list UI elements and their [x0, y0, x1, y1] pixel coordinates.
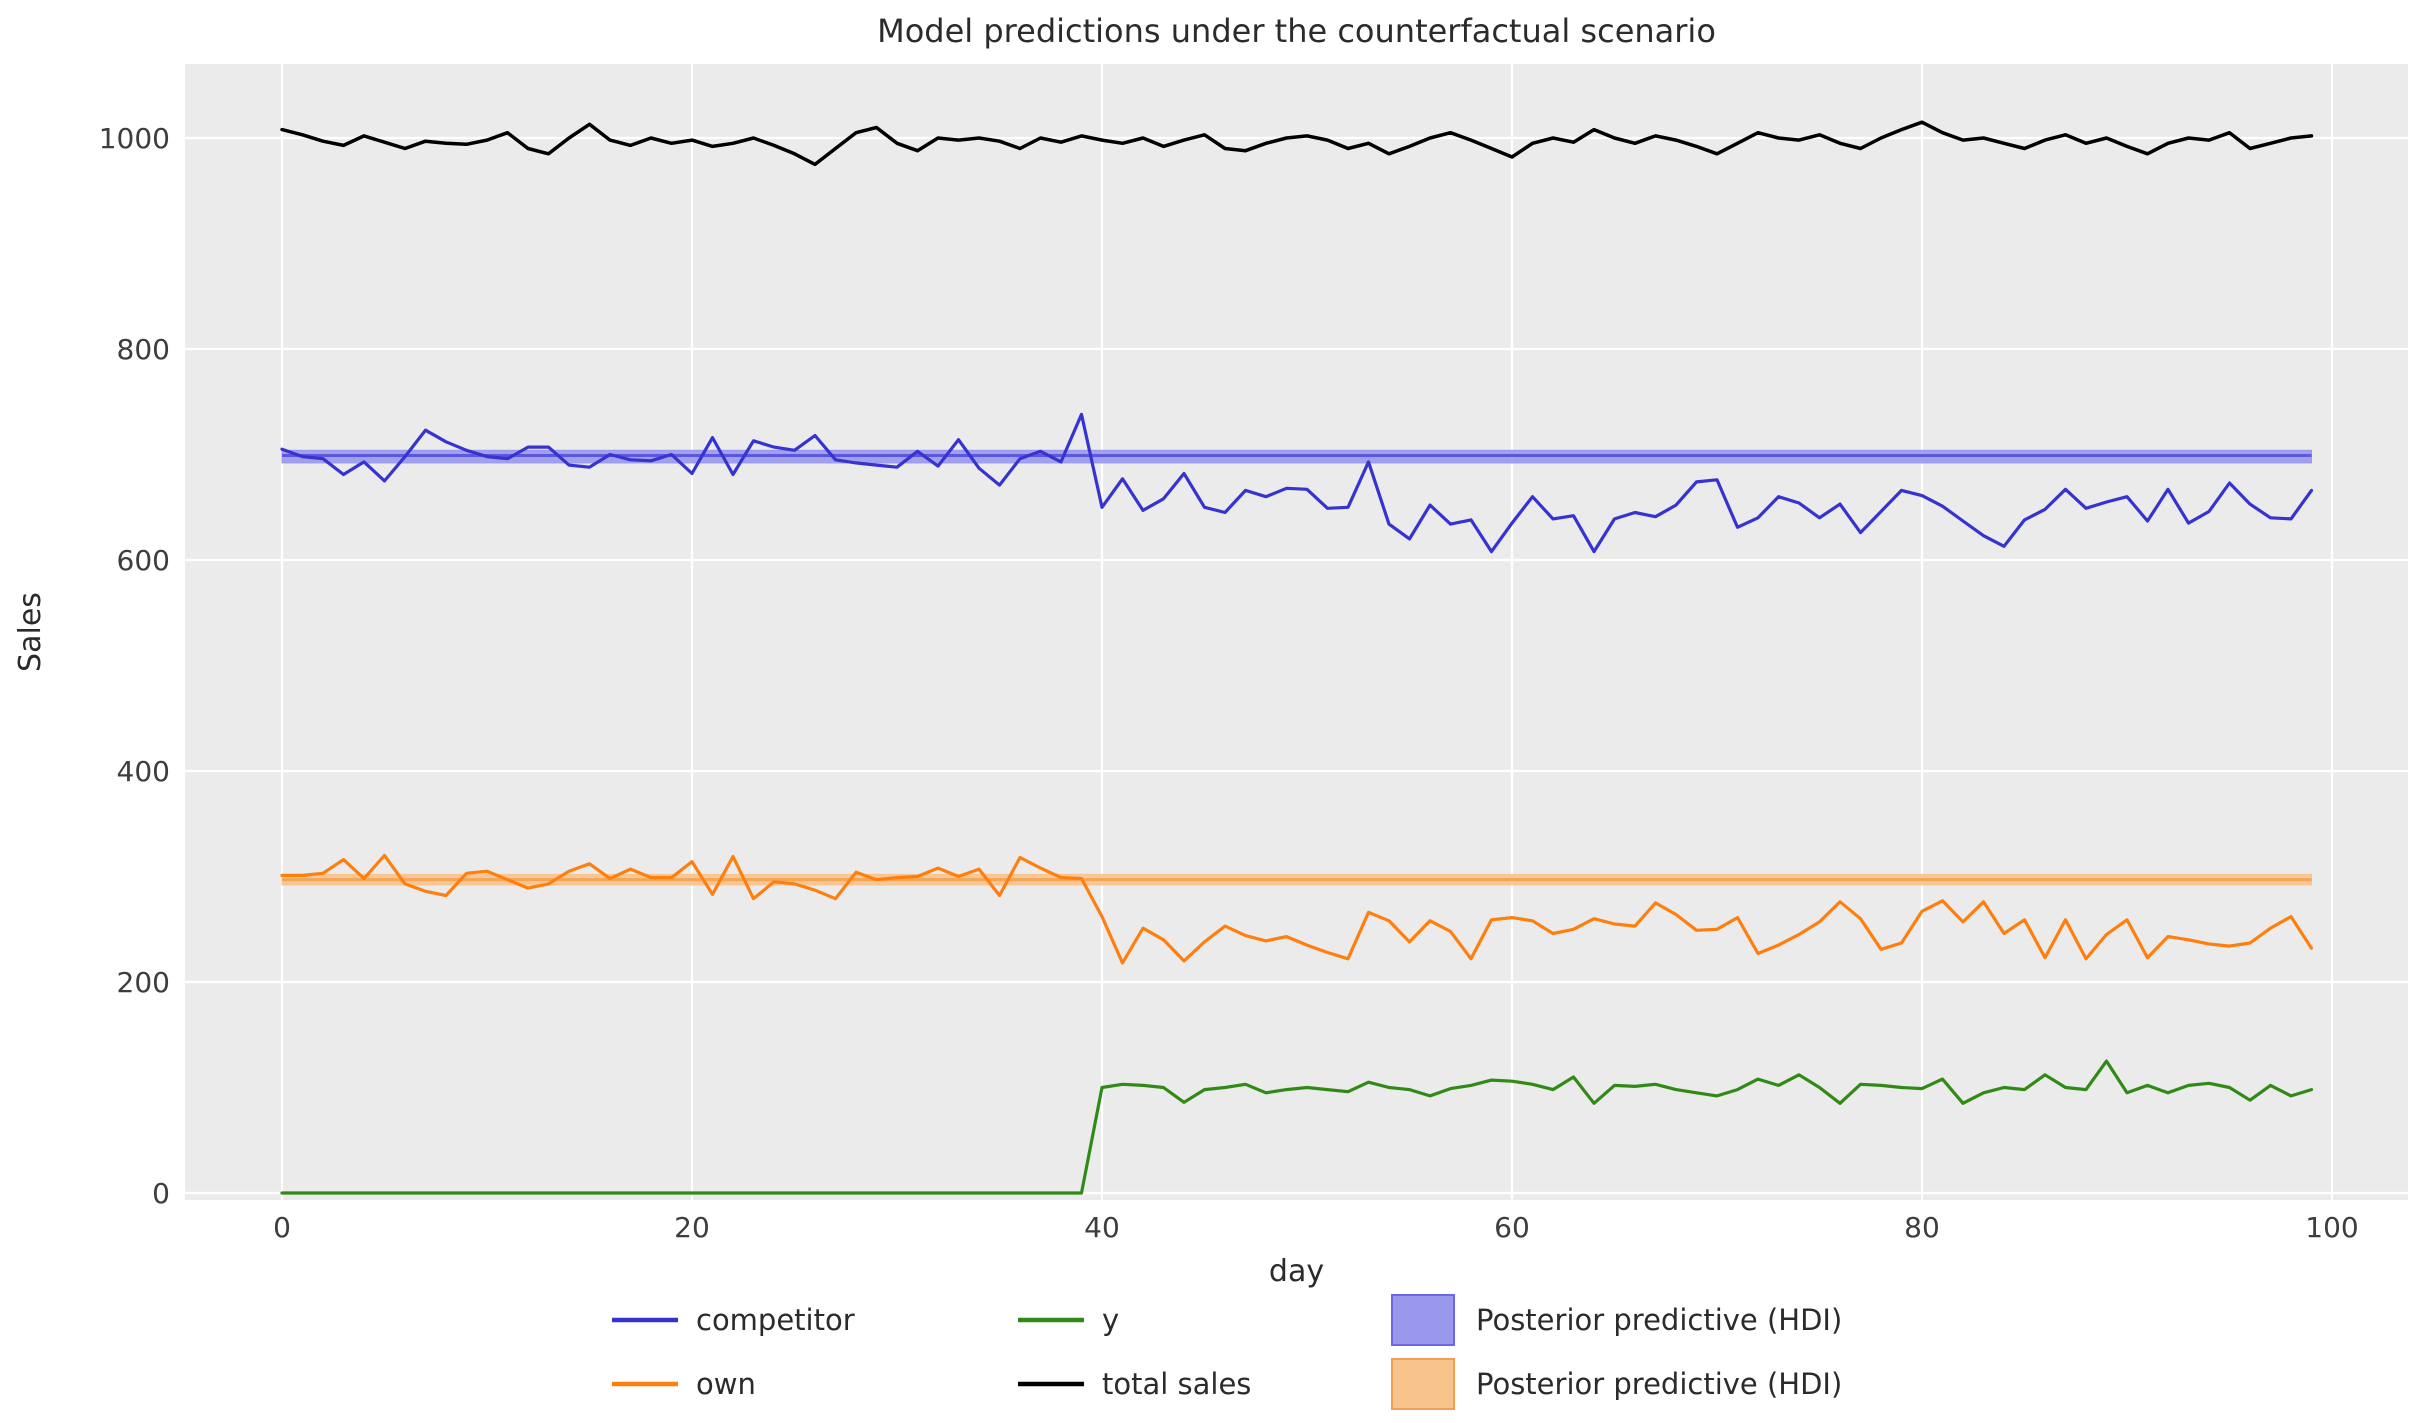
legend-label-y: y — [1102, 1303, 1119, 1337]
legend-swatch-patch-posterior-predictive-hdi- — [1391, 1358, 1455, 1410]
chart-title: Model predictions under the counterfactu… — [877, 12, 1716, 50]
series-line-y — [280, 1059, 2314, 1195]
legend-label-own: own — [696, 1367, 756, 1401]
tick-label-x-0: 0 — [273, 1211, 291, 1244]
tick-label-y-1000: 1000 — [99, 122, 170, 155]
plot-background — [185, 64, 2408, 1200]
tick-label-x-60: 60 — [1494, 1211, 1530, 1244]
legend-label-posterior-predictive-hdi-: Posterior predictive (HDI) — [1476, 1303, 1842, 1337]
tick-label-x-100: 100 — [2305, 1211, 2358, 1244]
legend-label-posterior-predictive-hdi-: Posterior predictive (HDI) — [1476, 1367, 1842, 1401]
legend-label-competitor: competitor — [696, 1303, 855, 1337]
tick-label-y-200: 200 — [117, 966, 170, 999]
series-line-total-sales — [280, 120, 2314, 167]
tick-label-x-80: 80 — [1904, 1211, 1940, 1244]
x-axis-label: day — [1269, 1254, 1324, 1289]
tick-label-y-800: 800 — [117, 333, 170, 366]
tick-label-x-20: 20 — [674, 1211, 710, 1244]
tick-label-y-400: 400 — [117, 755, 170, 788]
tick-label-x-40: 40 — [1084, 1211, 1120, 1244]
series-line-own — [280, 853, 2314, 965]
series-line-competitor — [280, 412, 2314, 554]
legend-swatch-patch-posterior-predictive-hdi- — [1391, 1294, 1455, 1346]
legend-label-total-sales: total sales — [1102, 1367, 1251, 1401]
tick-label-y-0: 0 — [152, 1177, 170, 1210]
tick-label-y-600: 600 — [117, 544, 170, 577]
y-axis-label: Sales — [13, 592, 48, 672]
